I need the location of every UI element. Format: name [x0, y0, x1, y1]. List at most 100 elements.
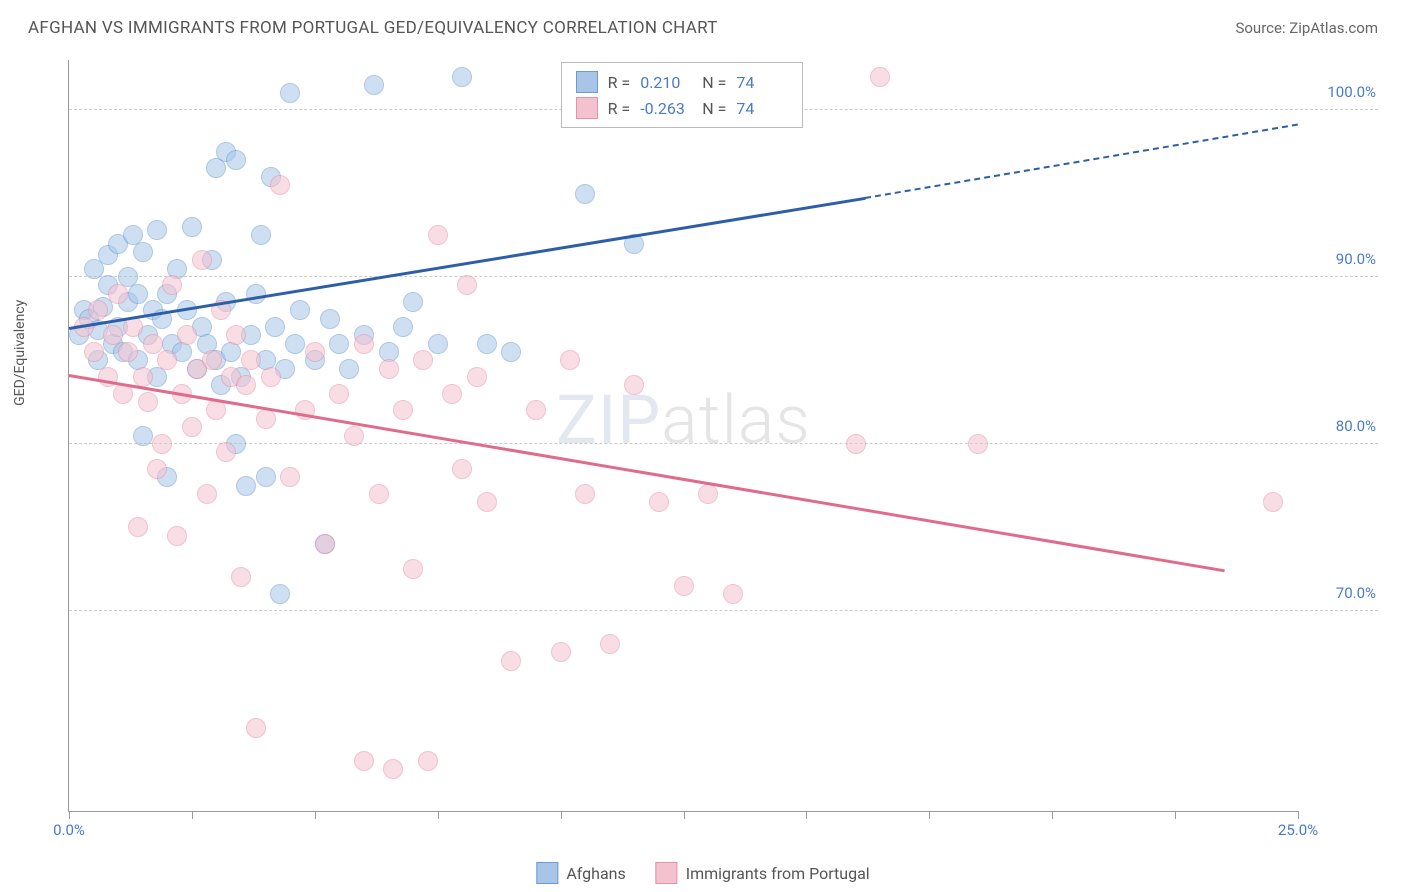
scatter-point — [256, 467, 276, 487]
scatter-point — [674, 576, 694, 596]
scatter-point — [167, 526, 187, 546]
legend-swatch — [536, 862, 558, 884]
stats-legend: R =0.210N =74R =-0.263N =74 — [561, 62, 804, 128]
x-tick — [806, 811, 807, 819]
scatter-point — [968, 434, 988, 454]
y-tick-label: 100.0% — [1327, 83, 1376, 101]
y-tick-label: 90.0% — [1336, 250, 1376, 268]
x-tick-label: 0.0% — [53, 821, 85, 839]
trend-line-dashed — [865, 123, 1298, 198]
scatter-point — [133, 242, 153, 262]
scatter-point — [320, 309, 340, 329]
stats-row: R =0.210N =74 — [576, 69, 789, 95]
r-value: 0.210 — [640, 73, 692, 92]
scatter-point — [231, 567, 251, 587]
scatter-point — [290, 300, 310, 320]
scatter-point — [723, 584, 743, 604]
scatter-point — [364, 75, 384, 95]
scatter-point — [138, 392, 158, 412]
scatter-point — [354, 334, 374, 354]
legend-swatch — [576, 97, 598, 119]
y-tick-label: 80.0% — [1336, 417, 1376, 435]
scatter-point — [457, 275, 477, 295]
scatter-point — [344, 426, 364, 446]
scatter-point — [315, 534, 335, 554]
legend-item: Immigrants from Portugal — [656, 862, 870, 884]
scatter-point — [236, 375, 256, 395]
scatter-point — [393, 317, 413, 337]
y-axis-label: GED/Equivalency — [12, 300, 28, 406]
scatter-point — [369, 484, 389, 504]
bottom-legend: Afghans Immigrants from Portugal — [536, 862, 869, 884]
scatter-point — [103, 325, 123, 345]
watermark: ZIPatlas — [556, 380, 811, 460]
scatter-point — [182, 217, 202, 237]
legend-label: Afghans — [566, 864, 625, 883]
legend-item: Afghans — [536, 862, 625, 884]
scatter-point — [442, 384, 462, 404]
scatter-point — [418, 751, 438, 771]
scatter-point — [624, 375, 644, 395]
scatter-point — [246, 718, 266, 738]
scatter-point — [501, 651, 521, 671]
x-tick — [69, 811, 70, 819]
scatter-point — [118, 342, 138, 362]
scatter-point — [870, 67, 890, 87]
x-tick — [192, 811, 193, 819]
scatter-point — [197, 484, 217, 504]
scatter-point — [133, 367, 153, 387]
n-label: N = — [702, 73, 726, 92]
scatter-point — [88, 300, 108, 320]
x-tick — [315, 811, 316, 819]
plot-area: ZIPatlas 70.0%80.0%90.0%100.0%0.0%25.0%R… — [68, 60, 1298, 812]
scatter-point — [177, 325, 197, 345]
n-label: N = — [702, 99, 726, 118]
scatter-point — [698, 484, 718, 504]
scatter-point — [265, 317, 285, 337]
scatter-point — [403, 559, 423, 579]
y-tick-label: 70.0% — [1336, 584, 1376, 602]
scatter-point — [236, 476, 256, 496]
legend-label: Immigrants from Portugal — [686, 864, 870, 883]
scatter-point — [600, 634, 620, 654]
watermark-bold: ZIP — [556, 380, 661, 460]
scatter-point — [477, 334, 497, 354]
scatter-point — [157, 350, 177, 370]
scatter-point — [192, 250, 212, 270]
scatter-point — [403, 292, 423, 312]
scatter-point — [467, 367, 487, 387]
scatter-point — [162, 275, 182, 295]
gridline-horizontal — [69, 443, 1378, 444]
scatter-point — [428, 225, 448, 245]
scatter-point — [501, 342, 521, 362]
chart-header: AFGHAN VS IMMIGRANTS FROM PORTUGAL GED/E… — [0, 0, 1406, 48]
r-label: R = — [608, 73, 631, 92]
x-tick — [1298, 811, 1299, 819]
scatter-point — [305, 342, 325, 362]
scatter-point — [526, 400, 546, 420]
scatter-point — [477, 492, 497, 512]
scatter-point — [428, 334, 448, 354]
scatter-point — [329, 334, 349, 354]
scatter-point — [261, 367, 281, 387]
x-tick — [684, 811, 685, 819]
scatter-point — [280, 83, 300, 103]
x-tick — [1052, 811, 1053, 819]
scatter-point — [285, 334, 305, 354]
scatter-point — [575, 184, 595, 204]
scatter-point — [413, 350, 433, 370]
scatter-point — [182, 417, 202, 437]
gridline-horizontal — [69, 276, 1378, 277]
scatter-point — [147, 220, 167, 240]
scatter-point — [354, 751, 374, 771]
scatter-point — [216, 442, 236, 462]
x-tick-label: 25.0% — [1278, 821, 1318, 839]
scatter-point — [452, 459, 472, 479]
scatter-point — [256, 409, 276, 429]
scatter-point — [1263, 492, 1283, 512]
scatter-point — [575, 484, 595, 504]
scatter-point — [152, 434, 172, 454]
scatter-point — [649, 492, 669, 512]
scatter-point — [241, 350, 261, 370]
scatter-point — [339, 359, 359, 379]
